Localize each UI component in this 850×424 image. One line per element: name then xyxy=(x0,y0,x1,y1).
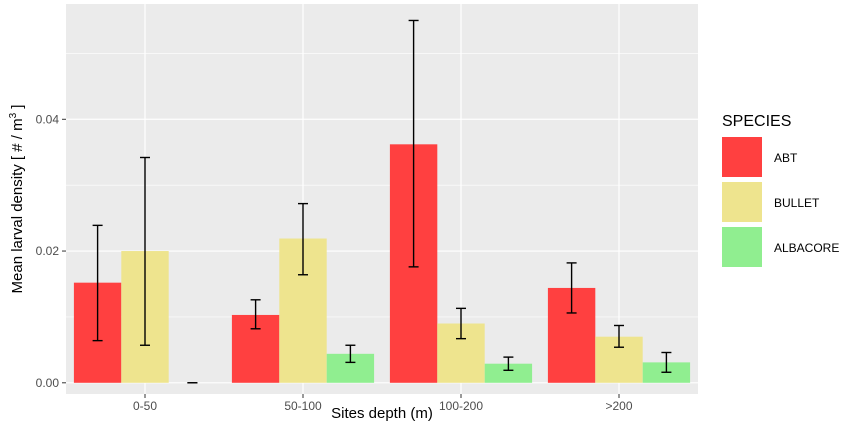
y-axis-title-main: Mean larval density [ # / m xyxy=(9,118,26,293)
x-tick-label: 50-100 xyxy=(284,399,322,413)
x-axis-ticks: 0-50 50-100 100-200 >200 xyxy=(133,394,633,413)
legend-label-bullet: BULLET xyxy=(774,196,820,210)
x-tick-label: 0-50 xyxy=(133,399,157,413)
legend-title: SPECIES xyxy=(722,113,791,130)
bar-albacore-3 xyxy=(484,363,533,383)
y-tick-label: 0.00 xyxy=(36,376,60,390)
y-axis-title-end: ] xyxy=(9,105,26,113)
error-bars xyxy=(92,19,672,384)
legend-items: ABT BULLET ALBACORE xyxy=(722,137,839,267)
y-axis-title-superscript: 3 xyxy=(8,112,19,118)
legend-key-abt xyxy=(722,137,762,177)
x-tick-label: >200 xyxy=(605,399,632,413)
legend-key-bullet xyxy=(722,182,762,222)
y-axis-title: Mean larval density [ # / m3 ] xyxy=(8,105,26,294)
y-axis-ticks: 0.00 0.02 0.04 xyxy=(36,112,66,390)
legend-label-abt: ABT xyxy=(774,151,798,165)
y-tick-label: 0.04 xyxy=(36,112,60,126)
legend-key-albacore xyxy=(722,227,762,267)
legend: SPECIES ABT BULLET ALBACORE xyxy=(722,113,839,267)
x-tick-label: 100-200 xyxy=(439,399,483,413)
x-axis-title: Sites depth (m) xyxy=(331,405,433,422)
y-tick-label: 0.02 xyxy=(36,244,60,258)
legend-label-albacore: ALBACORE xyxy=(774,241,839,255)
